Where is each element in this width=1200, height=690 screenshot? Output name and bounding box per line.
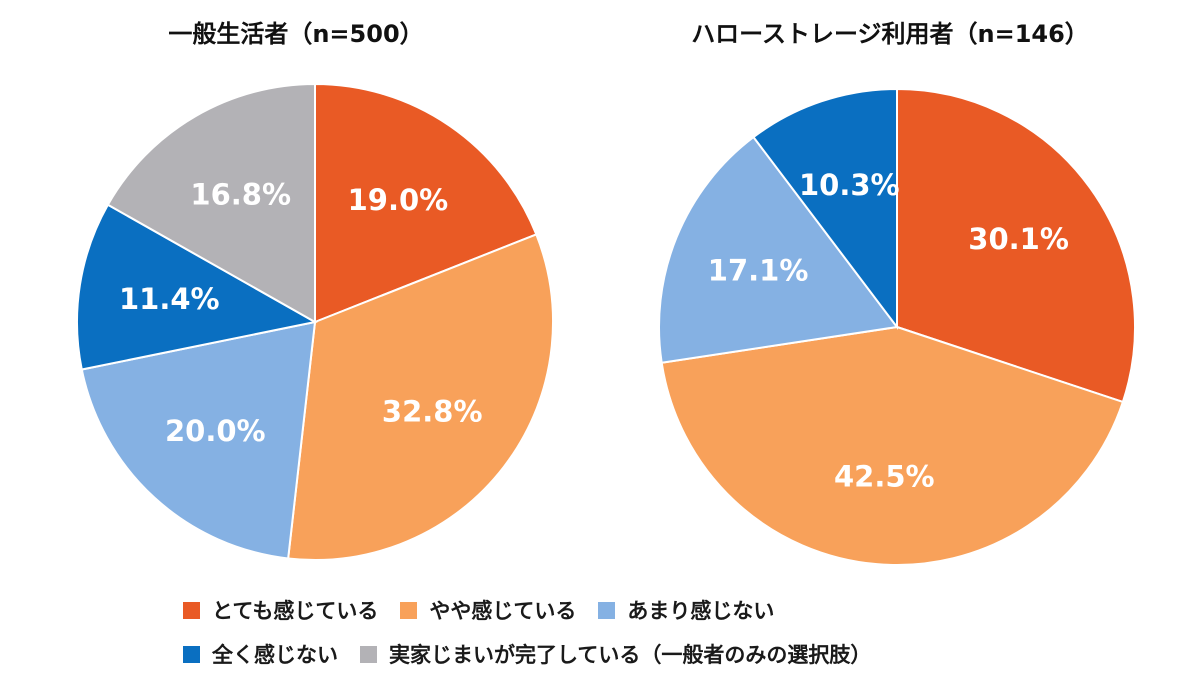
pie-slice-general-4 [106, 82, 316, 324]
legend: とても感じている やや感じている あまり感じない 全く感じない 実家じまいが完了… [183, 590, 1183, 678]
pie-slice-label-hello-storage-3: 10.3% [799, 168, 900, 202]
chart-title-hello-storage: ハローストレージ利用者（n=146） [691, 20, 1089, 48]
pie-chart-general: 19.0% 32.8% 20.0% 11.4% 16.8% [75, 82, 554, 561]
pie-slice-general-2 [80, 320, 317, 560]
pie-slice-general-0 [314, 82, 538, 324]
pie-slice-hello-storage-3 [752, 87, 898, 330]
pie-slice-general-3 [75, 203, 318, 371]
legend-label-mattaku: 全く感じない [212, 643, 338, 667]
legend-row-2: 全く感じない 実家じまいが完了している（一般者のみの選択肢） [183, 634, 1183, 674]
legend-swatch-yaya [400, 601, 418, 619]
pie-slice-label-hello-storage-2: 17.1% [708, 254, 809, 288]
pie-slice-hello-storage-0 [896, 87, 1136, 404]
pie-slice-label-hello-storage-1: 42.5% [834, 459, 935, 493]
legend-item-mattaku: 全く感じない [183, 639, 338, 669]
legend-item-yaya: やや感じている [400, 595, 576, 625]
pie-chart-hello-storage: 30.1% 42.5% 17.1% 10.3% [658, 87, 1136, 566]
chart-title-general: 一般生活者（n=500） [168, 20, 424, 48]
legend-label-yaya: やや感じている [429, 599, 577, 623]
legend-swatch-kanryo [360, 645, 377, 663]
pie-slice-label-general-2: 20.0% [165, 414, 266, 448]
pie-slice-label-general-3: 11.4% [119, 282, 220, 316]
pie-slice-label-general-4: 16.8% [190, 178, 291, 212]
legend-swatch-amari [598, 601, 616, 619]
legend-row-1: とても感じている やや感じている あまり感じない [183, 590, 1183, 630]
legend-swatch-mattaku [183, 645, 200, 663]
legend-label-kanryo: 実家じまいが完了している（一般者のみの選択肢） [389, 643, 872, 667]
pie-slice-label-general-1: 32.8% [382, 395, 483, 429]
legend-label-amari: あまり感じない [627, 599, 775, 623]
pie-charts: 19.0% 32.8% 20.0% 11.4% 16.8% 30.1% 42.5% 17.1… [75, 82, 1136, 566]
legend-item-totemo: とても感じている [183, 595, 378, 625]
pie-slice-hello-storage-1 [660, 325, 1125, 566]
pie-slice-label-general-0: 19.0% [348, 183, 449, 217]
legend-item-kanryo: 実家じまいが完了している（一般者のみの選択肢） [360, 639, 871, 669]
legend-item-amari: あまり感じない [598, 595, 774, 625]
legend-swatch-totemo [183, 601, 200, 619]
pie-slice-general-1 [287, 233, 554, 561]
pie-slice-label-hello-storage-0: 30.1% [968, 222, 1069, 256]
pie-slice-hello-storage-2 [658, 135, 899, 364]
legend-label-totemo: とても感じている [212, 599, 379, 623]
